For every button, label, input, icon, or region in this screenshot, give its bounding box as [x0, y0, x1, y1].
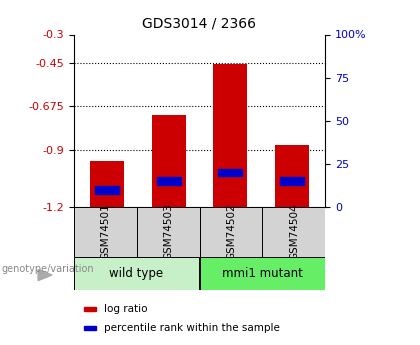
Bar [84, 307, 96, 311]
Text: GSM74503: GSM74503 [163, 204, 173, 260]
Text: genotype/variation: genotype/variation [1, 265, 94, 275]
Polygon shape [38, 269, 52, 280]
Text: GSM74504: GSM74504 [289, 204, 299, 260]
Bar [280, 177, 304, 185]
Bar [200, 257, 326, 290]
Bar [262, 207, 326, 257]
Bar [275, 145, 309, 207]
Title: GDS3014 / 2366: GDS3014 / 2366 [142, 17, 257, 31]
Bar [74, 207, 136, 257]
Text: log ratio: log ratio [104, 304, 147, 314]
Bar [95, 186, 119, 194]
Bar [84, 326, 96, 330]
Bar [74, 257, 200, 290]
Text: percentile rank within the sample: percentile rank within the sample [104, 323, 280, 333]
Bar [90, 161, 124, 207]
Text: mmi1 mutant: mmi1 mutant [222, 267, 303, 280]
Text: wild type: wild type [110, 267, 163, 280]
Bar [157, 177, 181, 185]
Text: GSM74501: GSM74501 [100, 204, 110, 260]
Text: GSM74502: GSM74502 [226, 204, 236, 260]
Bar [136, 207, 200, 257]
Bar [200, 207, 262, 257]
Bar [218, 169, 242, 176]
Bar [213, 64, 247, 207]
Bar [152, 115, 186, 207]
